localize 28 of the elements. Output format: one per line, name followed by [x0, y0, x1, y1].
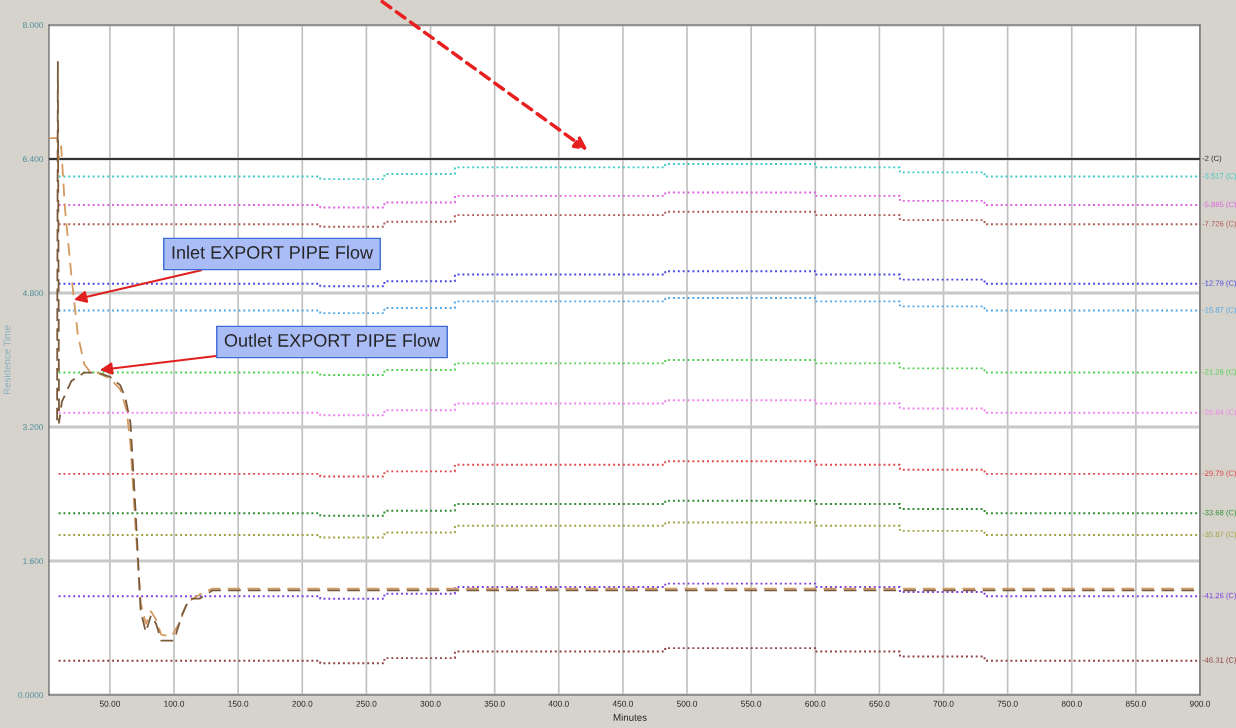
annotation: Inlet EXPORT PIPE Flow	[172, 245, 374, 259]
x-tick-label: 650.0	[869, 700, 890, 707]
x-tick-label: 900.0	[1189, 700, 1211, 707]
x-axis-title: Minutes	[613, 713, 647, 721]
x-tick-label: 350.0	[484, 700, 505, 707]
x-tick-label: 750.0	[997, 700, 1018, 707]
x-tick-label: 800.0	[1061, 700, 1082, 707]
y-tick-label: 1.600	[23, 558, 44, 565]
x-tick-label: 550.0	[741, 700, 762, 707]
x-tick-label: 400.0	[548, 700, 569, 707]
x-tick-label: 200.0	[292, 700, 313, 707]
y-axis-title: Residence Time	[3, 325, 11, 395]
x-tick-label: 250.0	[356, 700, 377, 707]
y-tick-label: 0.0000	[18, 692, 44, 699]
annotation: Outlet EXPORT PIPE Flow	[224, 333, 441, 347]
x-tick-label: 700.0	[933, 700, 954, 707]
y-tick-label: 6.400	[23, 156, 44, 163]
y-tick-label: 8.000	[22, 22, 44, 29]
x-tick-label: 600.0	[805, 700, 826, 707]
x-tick-label: 850.0	[1125, 700, 1146, 707]
y-tick-label: 3.200	[22, 424, 44, 431]
x-tick-label: 50.00	[99, 700, 121, 707]
x-tick-label: 100.0	[164, 700, 185, 707]
y-tick-label: 4.800	[22, 290, 44, 297]
x-tick-label: 150.0	[228, 700, 249, 707]
x-tick-label: 300.0	[420, 700, 441, 707]
x-tick-label: 450.0	[612, 700, 633, 707]
x-tick-label: 500.0	[676, 700, 698, 707]
